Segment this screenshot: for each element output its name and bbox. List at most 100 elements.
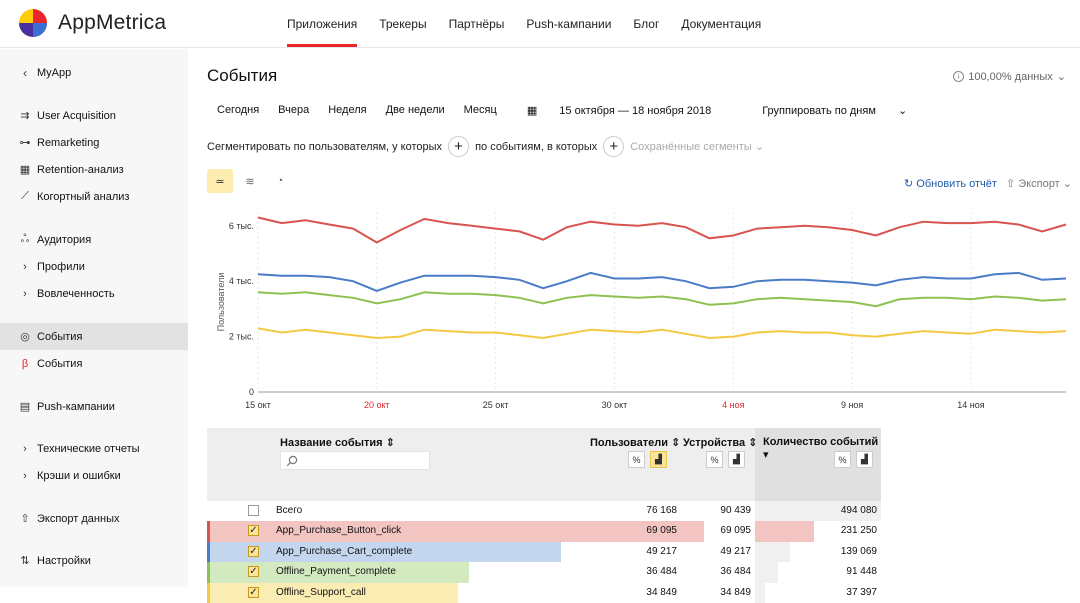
sidebar-item-cohort[interactable]: ⟋ Когортный анализ bbox=[0, 183, 188, 210]
sidebar-item-profiles[interactable]: › Профили bbox=[0, 253, 188, 280]
cell-users: 49 217 bbox=[646, 545, 677, 557]
x-tick-label: 14 ноя bbox=[957, 400, 984, 410]
add-event-segment-button[interactable]: + bbox=[603, 136, 625, 157]
series-line-2 bbox=[257, 271, 1067, 292]
row-checkbox[interactable]: ✓ bbox=[248, 586, 259, 598]
sidebar-item-events-beta[interactable]: β События bbox=[0, 350, 188, 377]
header-event-name[interactable]: Название события ⇕ bbox=[280, 437, 395, 449]
cell-users: 69 095 bbox=[646, 525, 677, 537]
sidebar-item-audience[interactable]: ஃ Аудитория bbox=[0, 226, 188, 253]
app-logo[interactable]: AppMetrica bbox=[18, 8, 166, 38]
audience-icon: ஃ bbox=[20, 232, 30, 245]
pie-chart-icon: ◔ bbox=[276, 175, 284, 187]
date-range-picker[interactable]: ▦ 15 октября — 18 ноября 2018 bbox=[527, 104, 730, 117]
saved-segments-select[interactable]: Сохранённые сегменты ⌄ bbox=[630, 140, 764, 153]
nav-partners[interactable]: Партнёры bbox=[448, 17, 505, 31]
nav-trackers[interactable]: Трекеры bbox=[379, 17, 427, 31]
chevron-right-icon: › bbox=[23, 442, 27, 455]
users-share-bar bbox=[207, 562, 470, 583]
row-checkbox[interactable] bbox=[248, 505, 259, 516]
event-search-input[interactable] bbox=[280, 451, 430, 470]
chart-type-switcher: ≃ ≋ ◔ bbox=[207, 169, 297, 193]
users-share-bar bbox=[207, 521, 705, 542]
data-percent[interactable]: i 100,00% данных ⌄ bbox=[953, 70, 1066, 83]
period-yesterday[interactable]: Вчера bbox=[278, 104, 310, 116]
users-percent-toggle[interactable]: % bbox=[628, 451, 645, 468]
count-bars-toggle[interactable]: ▟ bbox=[856, 451, 873, 468]
pie-chart-view-button[interactable]: ◔ bbox=[267, 169, 293, 193]
count-percent-toggle[interactable]: % bbox=[834, 451, 851, 468]
table-row[interactable]: ✓ Offline_Payment_complete 36 484 36 484 91 … bbox=[207, 562, 881, 583]
sidebar-item-push[interactable]: ▤ Push-кампании bbox=[0, 393, 188, 420]
users-bars-toggle[interactable]: ▟ bbox=[650, 451, 667, 468]
row-checkbox[interactable]: ✓ bbox=[248, 566, 259, 578]
sidebar-item-tech-reports[interactable]: › Технические отчеты bbox=[0, 435, 188, 462]
sidebar-item-label: События bbox=[37, 330, 83, 343]
export-icon: ⇧ bbox=[20, 513, 30, 525]
sidebar-item-user-acquisition[interactable]: ⇉ User Acquisition bbox=[0, 102, 188, 129]
sidebar-item-label: Remarketing bbox=[37, 136, 100, 149]
series-line-3 bbox=[257, 291, 1067, 308]
table-row[interactable]: Всего 76 168 90 439 494 080 bbox=[207, 501, 881, 522]
sidebar: ‹ MyApp ⇉ User Acquisition ⊶ Remarketing… bbox=[0, 49, 188, 587]
nav-push[interactable]: Push-кампании bbox=[526, 17, 612, 31]
sidebar-item-label: Когортный анализ bbox=[37, 190, 130, 203]
x-tick-label: 4 ноя bbox=[722, 400, 744, 410]
period-month[interactable]: Месяц bbox=[463, 104, 497, 116]
sidebar-item-label: Retention-анализ bbox=[37, 163, 124, 176]
y-tick-label: 0 bbox=[249, 387, 254, 397]
chevron-right-icon: › bbox=[23, 287, 27, 300]
refresh-report-button[interactable]: ↻ Обновить отчёт bbox=[904, 177, 997, 190]
app-name: AppMetrica bbox=[58, 11, 167, 34]
table-row[interactable]: ✓ App_Purchase_Cart_complete 49 217 49 217 1… bbox=[207, 541, 881, 563]
sidebar-item-crashes[interactable]: › Крэши и ошибки bbox=[0, 462, 188, 489]
cell-count: 91 448 bbox=[846, 566, 877, 578]
events-icon: ◎ bbox=[20, 331, 30, 343]
segmentation-row: Сегментировать по пользователям, у котор… bbox=[207, 136, 764, 157]
header-users[interactable]: Пользователи ⇕ bbox=[590, 437, 681, 449]
sidebar-back[interactable]: ‹ MyApp bbox=[0, 59, 188, 86]
table-row[interactable]: ✓ App_Purchase_Button_click 69 095 69 095 23… bbox=[207, 521, 881, 542]
beta-icon: β bbox=[21, 357, 29, 370]
sidebar-item-remarketing[interactable]: ⊶ Remarketing bbox=[0, 129, 188, 156]
add-user-segment-button[interactable]: + bbox=[448, 136, 470, 157]
line-chart-view-button[interactable]: ≃ bbox=[207, 169, 233, 193]
nav-blog[interactable]: Блог bbox=[633, 17, 660, 31]
data-percent-label: 100,00% данных bbox=[968, 70, 1053, 83]
nav-docs[interactable]: Документация bbox=[681, 17, 762, 31]
export-button[interactable]: ⇧ Экспорт ⌄ bbox=[1006, 177, 1072, 190]
table-row[interactable]: ✓ Offline_Support_call 34 849 34 849 37 397 bbox=[207, 582, 881, 603]
x-tick-label: 15 окт bbox=[245, 400, 271, 410]
stacked-chart-view-button[interactable]: ≋ bbox=[237, 169, 263, 193]
devices-bars-toggle[interactable]: ▟ bbox=[728, 451, 745, 468]
sidebar-item-events[interactable]: ◎ События bbox=[0, 323, 188, 350]
y-axis-label: Пользователи bbox=[216, 273, 226, 332]
row-checkbox[interactable]: ✓ bbox=[248, 525, 259, 537]
bar-chart-icon: ▟ bbox=[733, 454, 740, 464]
header-devices[interactable]: Устройства ⇕ bbox=[683, 437, 758, 449]
top-bar: AppMetrica Приложения Трекеры Партнёры P… bbox=[0, 0, 1080, 48]
line-chart-icon: ≃ bbox=[215, 175, 225, 188]
header-events-count[interactable]: Количество событий ▾ bbox=[763, 436, 879, 461]
period-two-weeks[interactable]: Две недели bbox=[385, 104, 445, 116]
sidebar-item-data-export[interactable]: ⇧ Экспорт данных bbox=[0, 505, 188, 532]
sidebar-item-engagement[interactable]: › Вовлеченность bbox=[0, 280, 188, 307]
cell-count: 494 080 bbox=[840, 505, 877, 516]
series-color-stripe bbox=[207, 582, 210, 603]
devices-percent-toggle[interactable]: % bbox=[706, 451, 723, 468]
sidebar-item-label: Крэши и ошибки bbox=[37, 469, 121, 482]
period-week[interactable]: Неделя bbox=[328, 104, 367, 116]
export-label: Экспорт bbox=[1018, 178, 1060, 190]
row-checkbox[interactable]: ✓ bbox=[248, 545, 259, 557]
x-tick-label: 25 окт bbox=[483, 400, 509, 410]
remarketing-icon: ⊶ bbox=[19, 137, 31, 149]
count-share-bar bbox=[755, 501, 881, 522]
x-tick-label: 30 окт bbox=[602, 400, 628, 410]
sidebar-item-settings[interactable]: ⇅ Настройки bbox=[0, 547, 188, 574]
chevron-right-icon: › bbox=[23, 260, 27, 273]
cell-devices: 49 217 bbox=[720, 545, 751, 557]
nav-apps[interactable]: Приложения bbox=[287, 17, 358, 48]
period-today[interactable]: Сегодня bbox=[217, 104, 260, 116]
sidebar-item-retention[interactable]: ▦ Retention-анализ bbox=[0, 156, 188, 183]
group-by-select[interactable]: Группировать по дням ⌄ bbox=[762, 104, 926, 117]
